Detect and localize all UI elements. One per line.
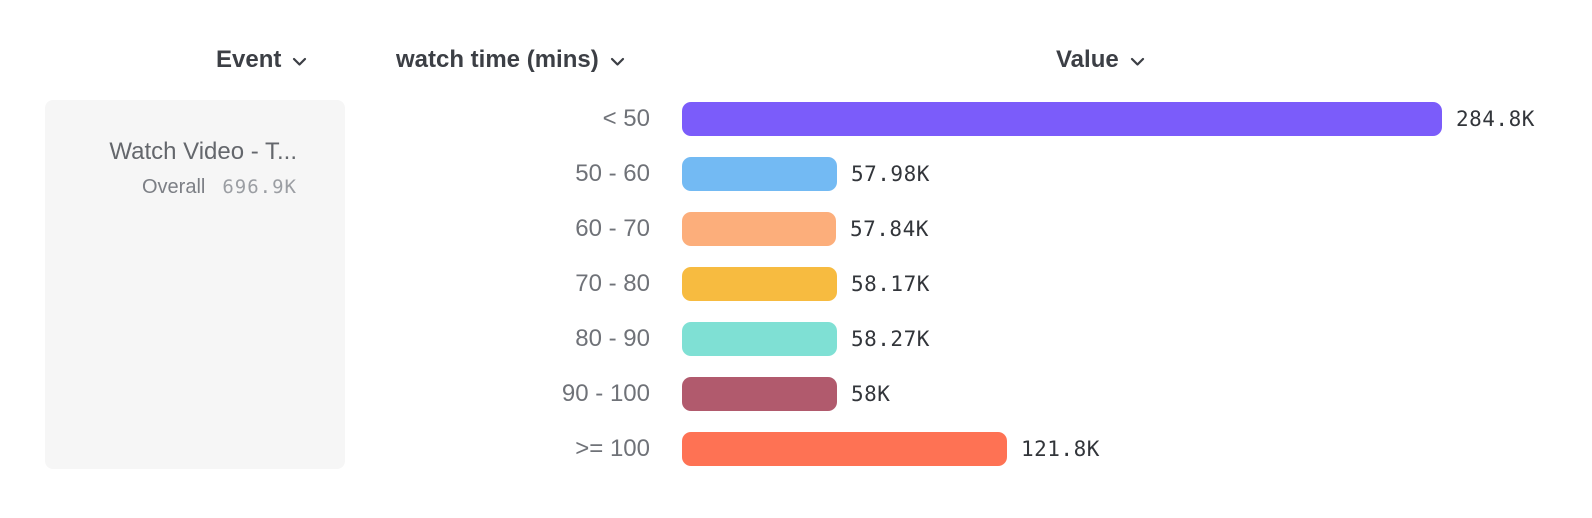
- value-label: 284.8K: [1456, 106, 1535, 131]
- value-label: 57.98K: [851, 161, 930, 186]
- breakdown-column-header[interactable]: watch time (mins): [396, 46, 625, 74]
- value-bar[interactable]: [682, 321, 837, 356]
- overall-value: 696.9K: [222, 176, 297, 198]
- value-bar[interactable]: [682, 266, 837, 301]
- bucket-label: < 50: [602, 104, 650, 132]
- value-bar[interactable]: [682, 101, 1442, 136]
- value-label: 58K: [851, 381, 891, 406]
- event-title: Watch Video - T...: [109, 138, 297, 165]
- chevron-down-icon: [292, 57, 307, 67]
- event-column-header[interactable]: Event: [216, 46, 307, 74]
- chart-row: 60 - 70 57.84K: [0, 201, 1592, 256]
- event-card[interactable]: Watch Video - T... Overall 696.9K: [45, 100, 345, 469]
- value-bar[interactable]: [682, 156, 837, 191]
- value-column-label: Value: [1056, 46, 1119, 73]
- chart-row: 50 - 60 57.98K: [0, 146, 1592, 201]
- value-label: 57.84K: [850, 216, 929, 241]
- value-column-header[interactable]: Value: [1056, 46, 1145, 74]
- chart-rows: < 50 284.8K 50 - 60 57.98K 60 - 70 57.84K 70 -…: [0, 91, 1592, 476]
- chevron-down-icon: [1130, 57, 1145, 67]
- bucket-label: 60 - 70: [575, 214, 650, 242]
- value-bar[interactable]: [682, 376, 837, 411]
- value-label: 58.17K: [851, 271, 930, 296]
- chart-row: 80 - 90 58.27K: [0, 311, 1592, 366]
- bucket-label: 90 - 100: [561, 379, 650, 407]
- overall-label: Overall: [142, 176, 206, 198]
- bucket-label: >= 100: [575, 434, 650, 462]
- event-column-label: Event: [216, 46, 282, 73]
- event-overall-row: Overall 696.9K: [65, 176, 297, 199]
- chart-row: >= 100 121.8K: [0, 421, 1592, 476]
- value-label: 58.27K: [851, 326, 930, 351]
- breakdown-column-label: watch time (mins): [396, 46, 599, 73]
- bucket-label: 70 - 80: [575, 269, 650, 297]
- bucket-label: 50 - 60: [575, 159, 650, 187]
- chart-row: 70 - 80 58.17K: [0, 256, 1592, 311]
- chart-row: < 50 284.8K: [0, 91, 1592, 146]
- chart-row: 90 - 100 58K: [0, 366, 1592, 421]
- value-bar[interactable]: [682, 211, 836, 246]
- value-label: 121.8K: [1021, 436, 1100, 461]
- bucket-label: 80 - 90: [575, 324, 650, 352]
- chevron-down-icon: [610, 57, 625, 67]
- value-bar[interactable]: [682, 431, 1007, 466]
